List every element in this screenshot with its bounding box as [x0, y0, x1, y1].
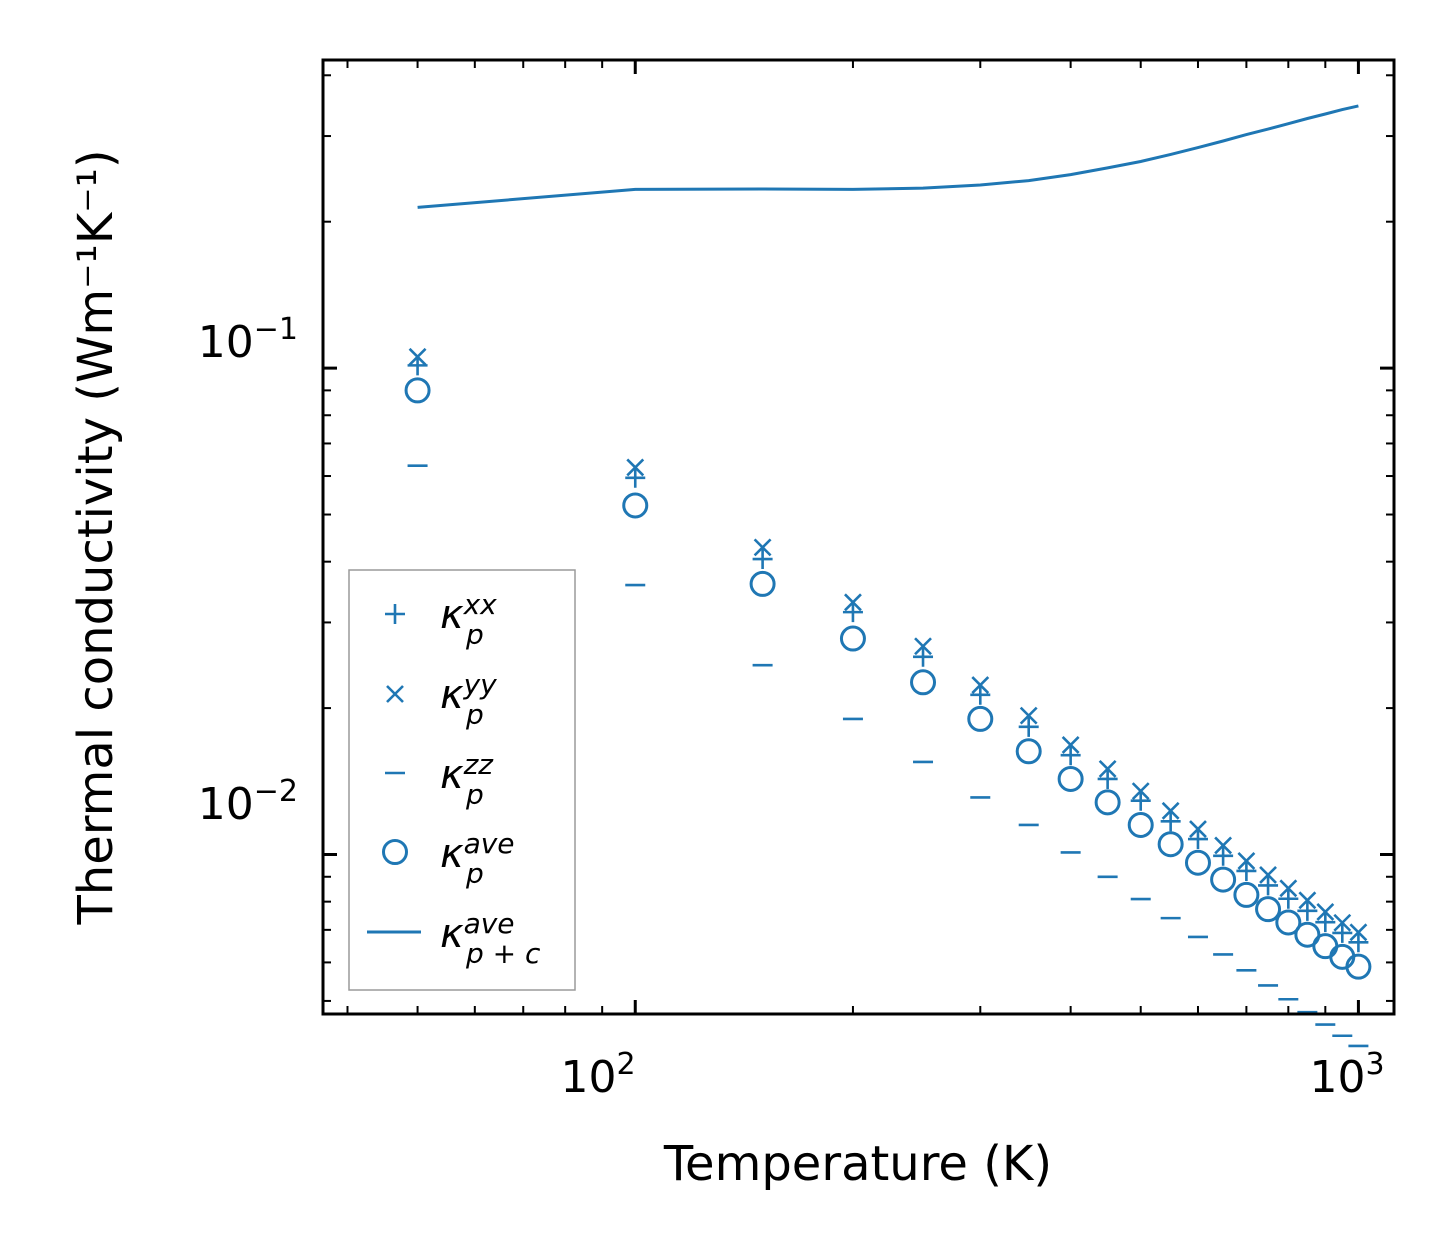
kave-point-2 — [749, 570, 776, 597]
kxx-point-10 — [1160, 811, 1181, 832]
legend-label-kave-pc: κave p + c — [440, 907, 541, 970]
kxx-point-11 — [1187, 829, 1208, 850]
kave-point-8 — [1094, 789, 1121, 816]
legend-marker-kxx — [385, 604, 405, 624]
kave-point-6 — [1015, 738, 1042, 765]
kyy-point-9 — [1131, 782, 1150, 801]
kxx-point-16 — [1297, 900, 1318, 921]
legend-markers — [367, 604, 421, 934]
kave-point-13 — [1233, 881, 1260, 908]
kxx-point-9 — [1130, 790, 1151, 811]
series-kyy — [408, 347, 1368, 942]
series-kxx — [407, 355, 1369, 953]
kave-point-10 — [1157, 831, 1184, 858]
kxx-point-4 — [913, 646, 934, 667]
kxx-point-5 — [970, 684, 991, 705]
kyy-point-14 — [1259, 865, 1277, 884]
kyy-point-11 — [1189, 820, 1207, 838]
kyy-point-5 — [971, 676, 990, 695]
kyy-point-1 — [626, 458, 645, 477]
legend: κxx p κyy p κzz p κave p κave p + c — [348, 569, 576, 991]
kxx-point-1 — [625, 467, 646, 488]
kyy-point-8 — [1098, 759, 1117, 778]
kyy-point-15 — [1279, 879, 1298, 898]
kyy-point-7 — [1061, 736, 1080, 754]
kyy-point-12 — [1214, 836, 1233, 855]
x-tick-label-1e2: 102 — [560, 1047, 635, 1103]
kxx-point-2 — [752, 549, 773, 570]
kyy-point-10 — [1161, 801, 1180, 820]
kyy-point-19 — [1349, 923, 1368, 942]
kave-point-15 — [1275, 909, 1302, 936]
x-tick-label-1e3: 103 — [1309, 1047, 1384, 1103]
plot-marks — [404, 104, 1372, 1048]
kave-point-12 — [1210, 866, 1237, 893]
kyy-point-18 — [1333, 913, 1352, 932]
kave-point-3 — [839, 625, 866, 652]
kave-point-11 — [1184, 849, 1211, 876]
kyy-point-6 — [1019, 706, 1038, 725]
legend-frame — [348, 569, 576, 991]
legend-label-kyy: κyy p — [440, 668, 497, 731]
series-kave — [404, 377, 1372, 980]
kave-point-7 — [1057, 765, 1084, 792]
legend-marker-kyy — [386, 685, 404, 703]
kave-point-14 — [1255, 896, 1282, 923]
kyy-point-2 — [753, 538, 772, 557]
kxx-point-13 — [1236, 860, 1257, 881]
kxx-point-19 — [1348, 932, 1369, 953]
kave-point-16 — [1294, 921, 1321, 948]
x-axis-title: Temperature (K) — [663, 1136, 1052, 1192]
plot-frame — [321, 58, 1396, 1016]
kyy-point-17 — [1316, 903, 1335, 921]
y-tick-label-1e-1: 10−1 — [198, 312, 298, 368]
kxx-point-12 — [1213, 845, 1234, 866]
kyy-point-4 — [914, 637, 932, 656]
kxx-point-17 — [1315, 912, 1336, 933]
kyy-point-0 — [408, 347, 427, 366]
legend-label-kave: κave p — [440, 827, 515, 890]
legend-label-kxx: κxx p — [440, 588, 497, 651]
y-axis-title: Thermal conductivity (Wm⁻¹K⁻¹) — [68, 149, 124, 925]
kyy-point-16 — [1298, 891, 1317, 910]
kxx-point-8 — [1097, 768, 1118, 789]
kave-point-9 — [1127, 811, 1154, 838]
kxx-point-3 — [842, 602, 863, 623]
kave-point-1 — [622, 492, 649, 519]
kave-point-19 — [1345, 953, 1372, 980]
kave-point-5 — [967, 705, 994, 732]
kyy-point-13 — [1237, 852, 1256, 870]
kave-point-0 — [404, 377, 431, 404]
kxx-point-0 — [407, 355, 428, 376]
legend-marker-kave — [382, 839, 408, 865]
kxx-point-14 — [1258, 875, 1279, 896]
kxx-point-15 — [1278, 888, 1299, 909]
kxx-point-7 — [1060, 745, 1081, 766]
kxx-point-18 — [1332, 922, 1353, 943]
kxx-point-6 — [1018, 716, 1039, 737]
legend-label-kzz: κzz p — [440, 748, 494, 811]
series-kave_pc-line — [417, 104, 1359, 209]
kyy-point-3 — [844, 593, 862, 612]
kave-point-4 — [910, 669, 937, 696]
y-tick-label-1e-2: 10−2 — [198, 774, 298, 830]
series-kzz — [407, 464, 1369, 1048]
